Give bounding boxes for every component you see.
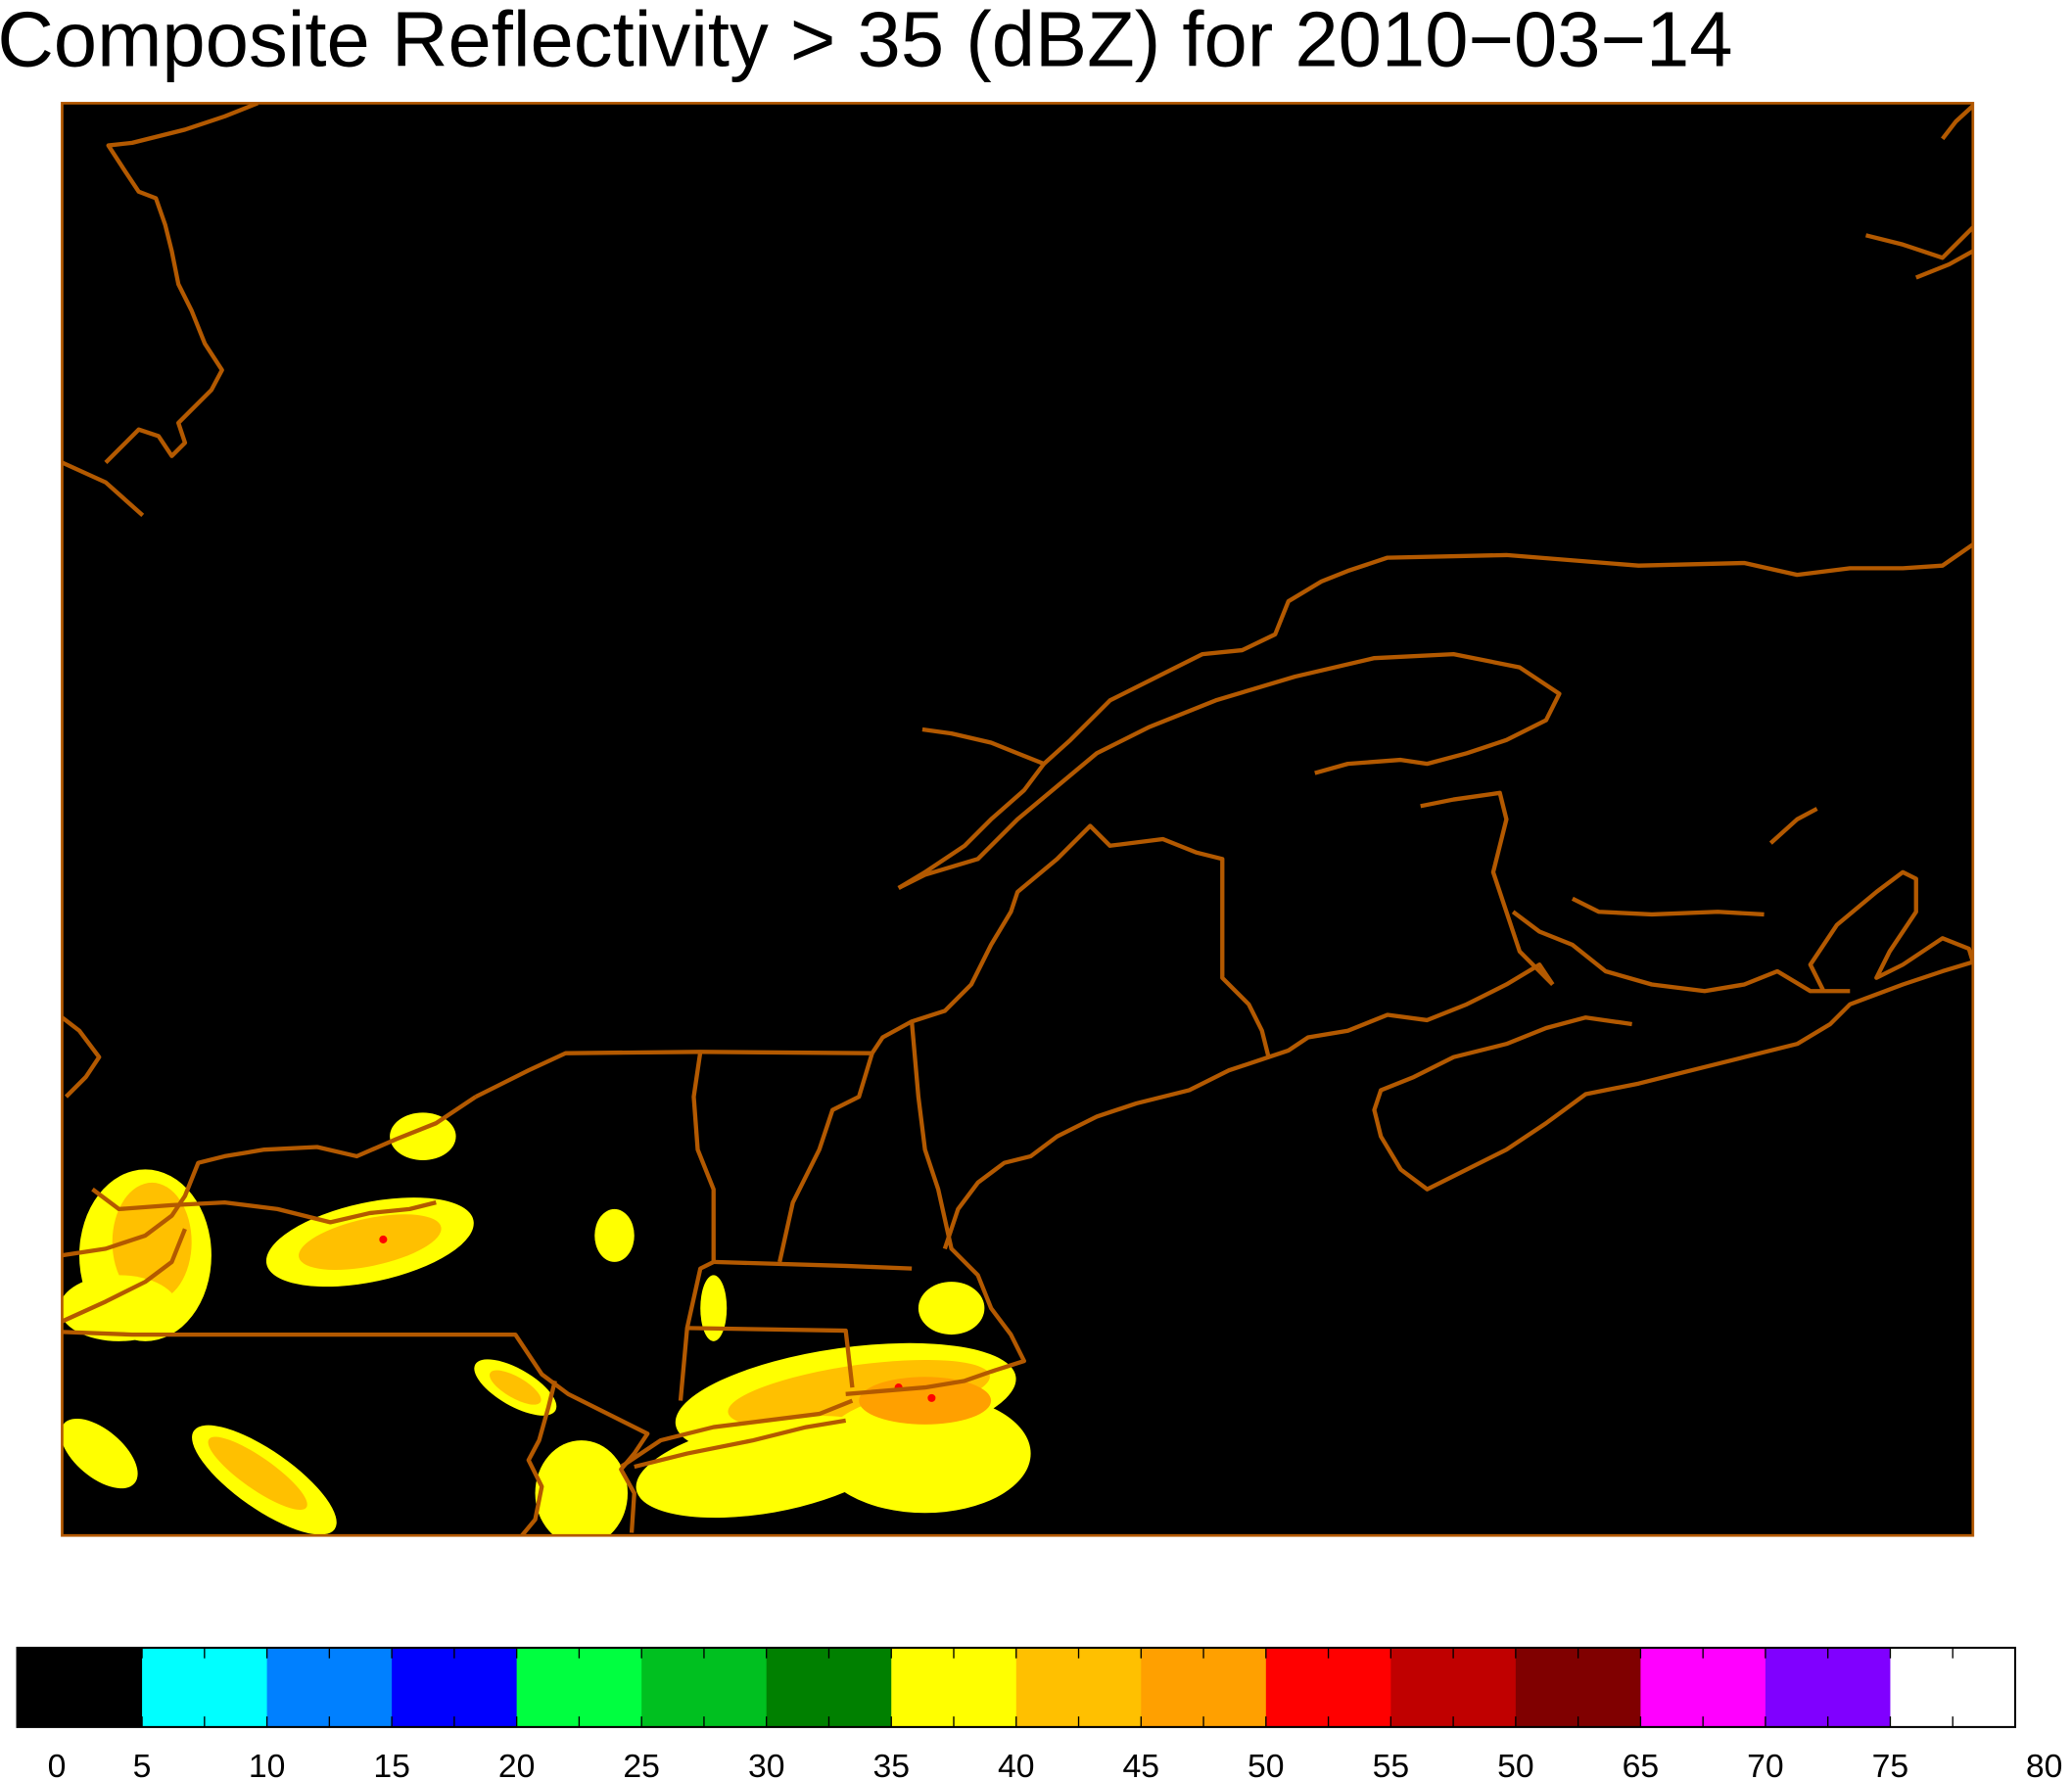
figure-title: Composite Reflectivity > 35 (dBZ) for 20… [0,0,1733,83]
colorbar-swatch [17,1647,143,1727]
colorbar-swatch [1515,1647,1642,1727]
colorbar-swatch [1765,1647,1892,1727]
colorbar-label: 70 [1747,1748,1784,1780]
colorbar-swatch [1640,1647,1766,1727]
colorbar-swatch [891,1647,1017,1727]
colorbar-swatch [142,1647,268,1727]
colorbar-label: 5 [133,1748,152,1780]
map-frame [61,102,1975,1537]
map-panel [61,102,1975,1537]
radar-echoes [62,1112,1031,1536]
colorbar-swatch [641,1647,768,1727]
colorbar-label: 25 [623,1748,660,1780]
colorbar-label: 45 [1123,1748,1160,1780]
political-borders [62,103,1973,1536]
colorbar-swatch [1265,1647,1392,1727]
colorbar-label: 0 [48,1748,67,1780]
colorbar-swatch [266,1647,393,1727]
colorbar-swatch [766,1647,892,1727]
colorbar-label: 65 [1623,1748,1660,1780]
colorbar-swatch [1390,1647,1517,1727]
colorbar-label: 50 [1497,1748,1534,1780]
colorbar-label: 55 [1373,1748,1410,1780]
colorbar-label: 75 [1872,1748,1909,1780]
colorbar-label: 10 [249,1748,286,1780]
colorbar-swatch [516,1647,642,1727]
colorbar-swatch [1890,1647,2016,1727]
colorbar: 0 5 10 15 20 25 30 35 40 45 50 55 50 65 70 75 80 [16,1646,2063,1780]
colorbar-label: 50 [1248,1748,1285,1780]
colorbar-label: 30 [748,1748,785,1780]
colorbar-label: 15 [373,1748,410,1780]
colorbar-swatch [1015,1647,1142,1727]
colorbar-label: 20 [498,1748,536,1780]
colorbar-swatch [392,1647,518,1727]
colorbar-label: 40 [998,1748,1035,1780]
colorbar-swatch [1141,1647,1267,1727]
colorbar-label: 80 [2026,1748,2063,1780]
colorbar-label: 35 [872,1748,910,1780]
